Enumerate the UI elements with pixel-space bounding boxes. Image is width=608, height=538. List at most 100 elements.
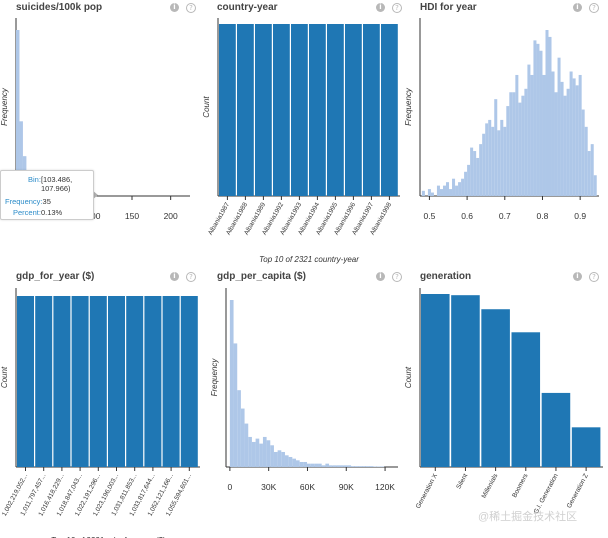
histogram-bin — [473, 151, 477, 196]
x-tick-label: 150 — [125, 211, 139, 221]
histogram-bin — [436, 185, 440, 196]
chart-panel-suicides: suicides/100k pop i ? — [0, 0, 200, 260]
bar — [273, 24, 290, 196]
histogram-bin — [273, 451, 278, 467]
histogram-bin — [351, 466, 355, 467]
bar — [162, 296, 180, 467]
x-tick-label: Generation X — [415, 472, 439, 510]
histogram-bin — [446, 182, 450, 196]
histogram-bin — [458, 182, 462, 196]
x-tick-label: 200 — [164, 211, 178, 221]
chart-title: gdp_per_capita ($) — [217, 271, 306, 282]
histogram-bin — [362, 466, 366, 467]
histogram-bin — [19, 121, 23, 196]
help-icon[interactable]: ? — [186, 272, 196, 282]
bar — [571, 427, 601, 467]
chart-title: suicides/100k pop — [16, 2, 103, 13]
histogram-bin — [509, 92, 513, 196]
histogram-bin — [233, 343, 238, 467]
histogram-bin — [566, 88, 570, 196]
histogram-bin — [270, 445, 274, 467]
help-icon[interactable]: ? — [589, 3, 599, 13]
histogram-bin — [248, 436, 252, 467]
chart-title: HDI for year — [420, 2, 477, 13]
histogram-bin — [587, 151, 591, 196]
histogram-bin — [430, 192, 434, 196]
histogram-bin — [229, 300, 234, 467]
info-icon[interactable]: i — [573, 272, 582, 281]
histogram-bin — [536, 43, 540, 197]
bar — [345, 24, 362, 196]
info-icon[interactable]: i — [376, 3, 385, 12]
info-icon[interactable]: i — [170, 272, 179, 281]
tooltip-frequency-value: 35 — [42, 197, 51, 206]
histogram-bin — [479, 144, 483, 196]
histogram-bin — [321, 465, 326, 467]
histogram-bin — [512, 92, 516, 196]
chart-panel-hdi: HDI for year i ? — [405, 0, 608, 260]
chart-panel-country-year: country-year i ? — [200, 0, 405, 260]
histogram-bin — [307, 463, 311, 467]
help-icon[interactable]: ? — [392, 3, 402, 13]
help-icon[interactable]: ? — [186, 3, 196, 13]
histogram-bin — [284, 455, 289, 467]
help-icon[interactable]: ? — [589, 272, 599, 282]
histogram-bin — [299, 461, 304, 467]
histogram-bin — [593, 175, 597, 196]
histogram-bin — [515, 74, 519, 196]
histogram-bin — [314, 463, 319, 467]
tooltip-bin-value: [103.486, 107.966) — [40, 175, 73, 193]
x-tick-label: 0.6 — [461, 211, 473, 221]
histogram-bin — [251, 441, 256, 467]
y-axis-label: Frequency — [0, 87, 9, 126]
histogram-bin — [572, 78, 576, 196]
histogram-bin — [266, 440, 271, 467]
bar — [327, 24, 344, 196]
bar — [481, 309, 510, 467]
tooltip-pointer — [92, 190, 98, 200]
x-tick-label: 120K — [375, 482, 395, 492]
histogram-bin — [281, 451, 285, 467]
histogram-bin — [421, 190, 425, 196]
chart-title: generation — [420, 271, 472, 282]
chart-panel-gdp-per-capita: gdp_per_capita ($) i ? — [200, 268, 405, 538]
histogram-bin — [369, 466, 374, 467]
histogram-bin — [439, 189, 443, 196]
histogram-bin — [590, 144, 594, 196]
bar — [237, 24, 254, 196]
chart-panel-gdp-for-year: gdp_for_year ($) i ? — [0, 268, 200, 538]
tooltip-percent-value: 0.13% — [40, 208, 63, 217]
x-axis-label: Top 10 of 2321 gdp_for_year ($) — [51, 536, 166, 538]
x-tick-label: 0.9 — [574, 211, 586, 221]
histogram-bin — [449, 189, 453, 196]
histogram-bin — [545, 30, 549, 196]
histogram-bin — [380, 466, 385, 467]
info-icon[interactable]: i — [170, 3, 179, 12]
histogram-bin — [329, 465, 333, 467]
bar — [53, 296, 71, 467]
bar — [35, 296, 53, 467]
help-icon[interactable]: ? — [392, 272, 402, 282]
histogram-bin — [240, 408, 245, 467]
histogram-bin — [578, 74, 582, 196]
histogram-bin — [464, 171, 468, 196]
histogram-bin — [584, 126, 588, 196]
histogram-bin — [336, 465, 341, 467]
histogram-bin — [554, 92, 558, 196]
histogram-bin — [343, 465, 348, 467]
histogram-bin — [340, 465, 344, 467]
histogram-bin — [332, 465, 337, 467]
bar — [309, 24, 326, 196]
info-icon[interactable]: i — [573, 3, 582, 12]
histogram-bin — [467, 164, 471, 196]
chart-title: gdp_for_year ($) — [16, 271, 95, 282]
y-axis-label: Count — [0, 366, 9, 388]
histogram-bin — [354, 466, 359, 467]
info-icon[interactable]: i — [376, 272, 385, 281]
histogram-bin — [533, 40, 537, 196]
histogram-bin — [539, 50, 543, 196]
histogram-bin — [494, 99, 498, 196]
histogram-bin — [506, 106, 510, 196]
histogram-bin — [262, 436, 267, 467]
bar — [541, 392, 571, 467]
